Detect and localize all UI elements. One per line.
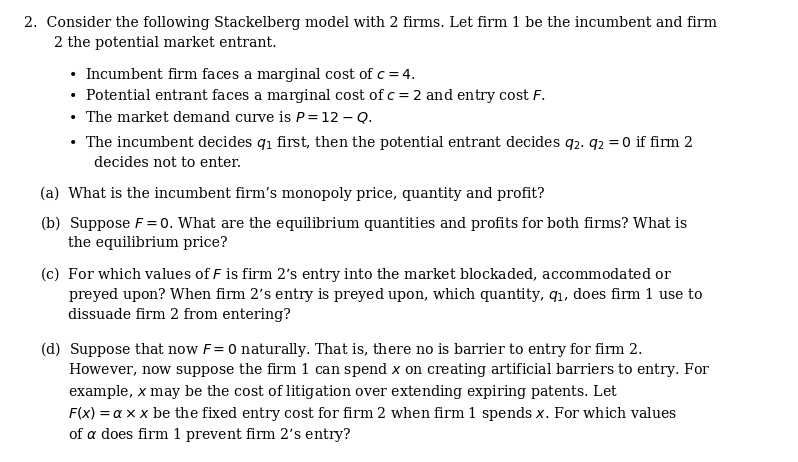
- Text: $F(x) = \alpha \times x$ be the fixed entry cost for firm 2 when firm 1 spends $: $F(x) = \alpha \times x$ be the fixed en…: [68, 405, 677, 423]
- Text: •  The incumbent decides $q_1$ first, then the potential entrant decides $q_2$. : • The incumbent decides $q_1$ first, the…: [68, 134, 693, 152]
- Text: However, now suppose the firm 1 can spend $x$ on creating artificial barriers to: However, now suppose the firm 1 can spen…: [68, 361, 710, 379]
- Text: (b)  Suppose $F = 0$. What are the equilibrium quantities and profits for both f: (b) Suppose $F = 0$. What are the equili…: [40, 214, 688, 233]
- Text: the equilibrium price?: the equilibrium price?: [68, 236, 227, 249]
- Text: dissuade firm 2 from entering?: dissuade firm 2 from entering?: [68, 308, 290, 322]
- Text: example, $x$ may be the cost of litigation over extending expiring patents. Let: example, $x$ may be the cost of litigati…: [68, 383, 618, 401]
- Text: 2 the potential market entrant.: 2 the potential market entrant.: [54, 36, 277, 50]
- Text: preyed upon? When firm 2’s entry is preyed upon, which quantity, $q_1$, does fir: preyed upon? When firm 2’s entry is prey…: [68, 286, 703, 304]
- Text: (d)  Suppose that now $F = 0$ naturally. That is, there no is barrier to entry f: (d) Suppose that now $F = 0$ naturally. …: [40, 340, 643, 359]
- Text: (a)  What is the incumbent firm’s monopoly price, quantity and profit?: (a) What is the incumbent firm’s monopol…: [40, 186, 544, 201]
- Text: (c)  For which values of $F$ is firm 2’s entry into the market blockaded, accomm: (c) For which values of $F$ is firm 2’s …: [40, 265, 672, 284]
- Text: of $\alpha$ does firm 1 prevent firm 2’s entry?: of $\alpha$ does firm 1 prevent firm 2’s…: [68, 426, 351, 444]
- Text: •  Potential entrant faces a marginal cost of $c = 2$ and entry cost $F$.: • Potential entrant faces a marginal cos…: [68, 87, 546, 105]
- Text: 2.  Consider the following Stackelberg model with 2 firms. Let firm 1 be the inc: 2. Consider the following Stackelberg mo…: [24, 16, 717, 30]
- Text: •  Incumbent firm faces a marginal cost of $c = 4$.: • Incumbent firm faces a marginal cost o…: [68, 66, 416, 84]
- Text: decides not to enter.: decides not to enter.: [94, 156, 242, 170]
- Text: •  The market demand curve is $P = 12 - Q$.: • The market demand curve is $P = 12 - Q…: [68, 109, 373, 125]
